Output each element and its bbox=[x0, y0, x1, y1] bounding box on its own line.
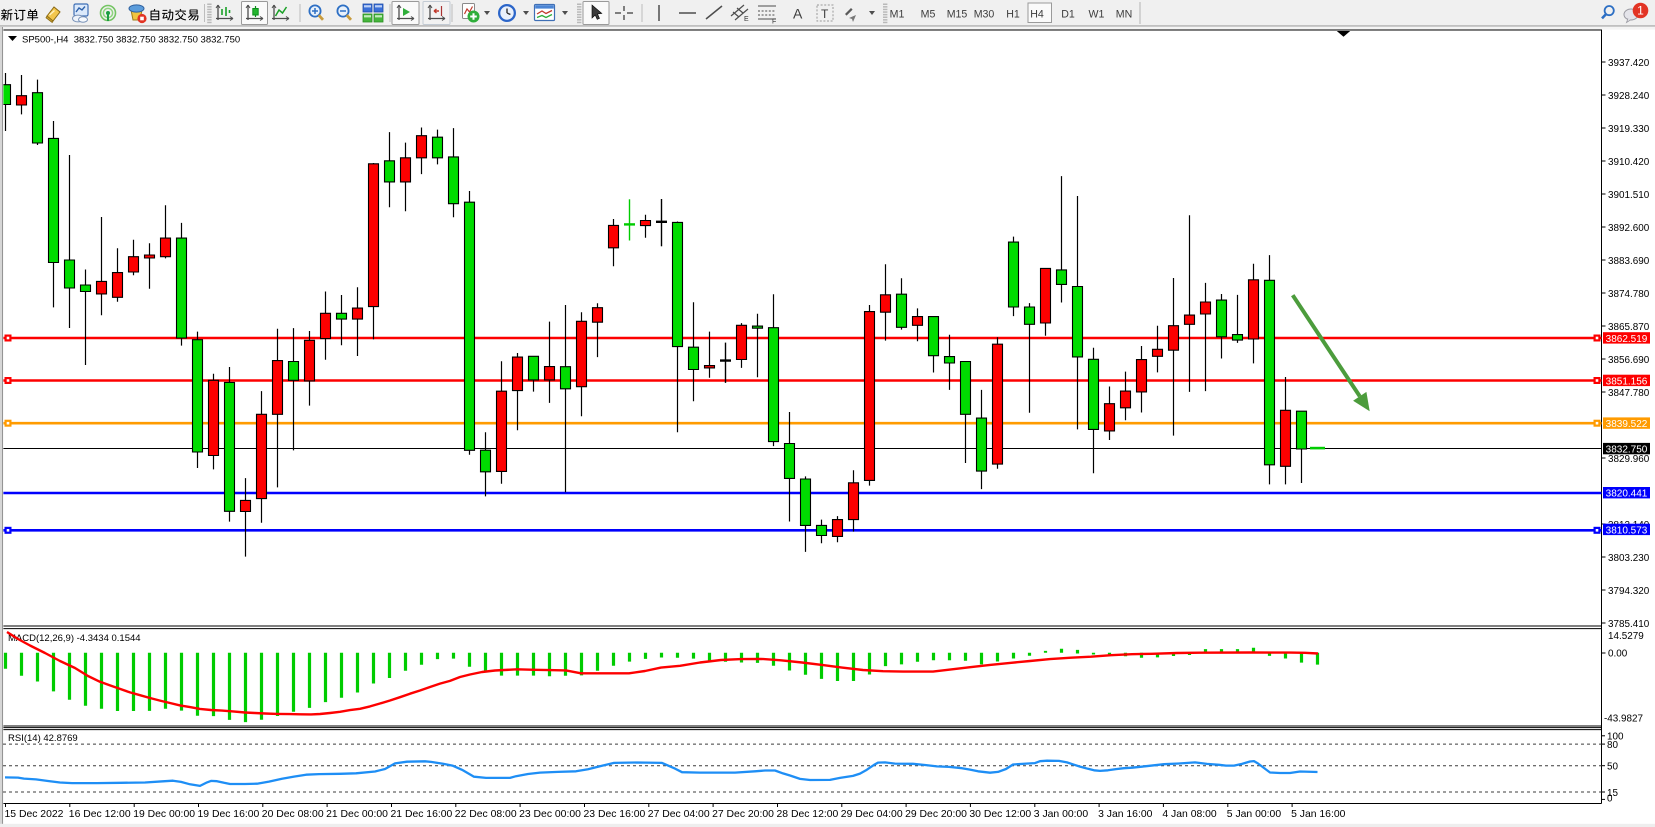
svg-text:3862.519: 3862.519 bbox=[1606, 334, 1648, 345]
svg-text:29 Dec 20:00: 29 Dec 20:00 bbox=[905, 809, 967, 820]
svg-text:T: T bbox=[821, 7, 829, 21]
svg-text:23 Dec 00:00: 23 Dec 00:00 bbox=[519, 809, 581, 820]
svg-text:28 Dec 12:00: 28 Dec 12:00 bbox=[777, 809, 839, 820]
svg-text:15 Dec 2022: 15 Dec 2022 bbox=[5, 809, 64, 820]
svg-text:3919.330: 3919.330 bbox=[1608, 124, 1650, 135]
svg-text:19 Dec 16:00: 19 Dec 16:00 bbox=[198, 809, 260, 820]
svg-text:3847.780: 3847.780 bbox=[1608, 388, 1650, 399]
svg-text:1: 1 bbox=[1637, 4, 1644, 18]
svg-text:F: F bbox=[772, 19, 776, 26]
svg-text:20 Dec 08:00: 20 Dec 08:00 bbox=[262, 809, 324, 820]
svg-text:27 Dec 04:00: 27 Dec 04:00 bbox=[648, 809, 710, 820]
svg-text:100: 100 bbox=[1607, 732, 1624, 743]
svg-text:4 Jan 08:00: 4 Jan 08:00 bbox=[1162, 809, 1217, 820]
svg-text:3785.410: 3785.410 bbox=[1608, 619, 1650, 630]
svg-text:H1: H1 bbox=[1006, 8, 1020, 20]
svg-text:M1: M1 bbox=[890, 8, 905, 20]
svg-text:3928.240: 3928.240 bbox=[1608, 91, 1650, 102]
svg-text:3794.320: 3794.320 bbox=[1608, 586, 1650, 597]
svg-text:0.00: 0.00 bbox=[1608, 649, 1628, 660]
svg-text:H4: H4 bbox=[1030, 8, 1044, 20]
svg-text:3937.420: 3937.420 bbox=[1608, 58, 1650, 69]
svg-text:21 Dec 00:00: 21 Dec 00:00 bbox=[326, 809, 388, 820]
svg-text:29 Dec 04:00: 29 Dec 04:00 bbox=[841, 809, 903, 820]
svg-text:21 Dec 16:00: 21 Dec 16:00 bbox=[391, 809, 453, 820]
svg-text:3 Jan 00:00: 3 Jan 00:00 bbox=[1034, 809, 1089, 820]
svg-text:15: 15 bbox=[1607, 788, 1618, 799]
svg-text:5 Jan 16:00: 5 Jan 16:00 bbox=[1291, 809, 1346, 820]
svg-text:M5: M5 bbox=[921, 8, 936, 20]
svg-text:50: 50 bbox=[1607, 762, 1618, 773]
svg-text:3829.960: 3829.960 bbox=[1608, 454, 1650, 465]
svg-text:22 Dec 08:00: 22 Dec 08:00 bbox=[455, 809, 517, 820]
svg-text:M30: M30 bbox=[974, 8, 995, 20]
svg-text:3883.690: 3883.690 bbox=[1608, 256, 1650, 267]
svg-text:-43.9827: -43.9827 bbox=[1604, 714, 1643, 725]
svg-text:16 Dec 12:00: 16 Dec 12:00 bbox=[69, 809, 131, 820]
svg-text:14.5279: 14.5279 bbox=[1608, 631, 1644, 642]
svg-text:3851.156: 3851.156 bbox=[1606, 376, 1648, 387]
svg-text:3820.441: 3820.441 bbox=[1606, 489, 1648, 500]
svg-text:27 Dec 20:00: 27 Dec 20:00 bbox=[712, 809, 774, 820]
svg-text:3910.420: 3910.420 bbox=[1608, 157, 1650, 168]
svg-text:5 Jan 00:00: 5 Jan 00:00 bbox=[1227, 809, 1282, 820]
svg-text:3803.230: 3803.230 bbox=[1608, 553, 1650, 564]
svg-text:3865.870: 3865.870 bbox=[1608, 322, 1650, 333]
svg-text:W1: W1 bbox=[1089, 8, 1105, 20]
svg-text:3832.750: 3832.750 bbox=[1606, 445, 1648, 456]
svg-text:3 Jan 16:00: 3 Jan 16:00 bbox=[1098, 809, 1153, 820]
svg-text:19 Dec 00:00: 19 Dec 00:00 bbox=[133, 809, 195, 820]
svg-text:3810.573: 3810.573 bbox=[1606, 525, 1648, 536]
svg-text:30 Dec 12:00: 30 Dec 12:00 bbox=[969, 809, 1031, 820]
svg-text:3839.522: 3839.522 bbox=[1606, 419, 1648, 430]
svg-text:0: 0 bbox=[1607, 793, 1613, 804]
svg-text:3874.780: 3874.780 bbox=[1608, 289, 1650, 300]
svg-text:A: A bbox=[793, 6, 803, 22]
svg-text:D1: D1 bbox=[1061, 8, 1075, 20]
svg-text:MACD(12,26,9) -4.3434 0.1544: MACD(12,26,9) -4.3434 0.1544 bbox=[8, 633, 141, 644]
svg-text:80: 80 bbox=[1607, 740, 1618, 751]
svg-text:3901.510: 3901.510 bbox=[1608, 190, 1650, 201]
svg-text:SP500-,H4 3832.750 3832.750 3: SP500-,H4 3832.750 3832.750 3832.750 383… bbox=[22, 35, 240, 46]
svg-text:MN: MN bbox=[1116, 8, 1132, 20]
svg-text:E: E bbox=[744, 16, 749, 23]
svg-text:RSI(14) 42.8769: RSI(14) 42.8769 bbox=[8, 733, 78, 744]
svg-text:23 Dec 16:00: 23 Dec 16:00 bbox=[584, 809, 646, 820]
svg-text:3856.690: 3856.690 bbox=[1608, 355, 1650, 366]
svg-text:M15: M15 bbox=[947, 8, 968, 20]
svg-text:3892.600: 3892.600 bbox=[1608, 223, 1650, 234]
